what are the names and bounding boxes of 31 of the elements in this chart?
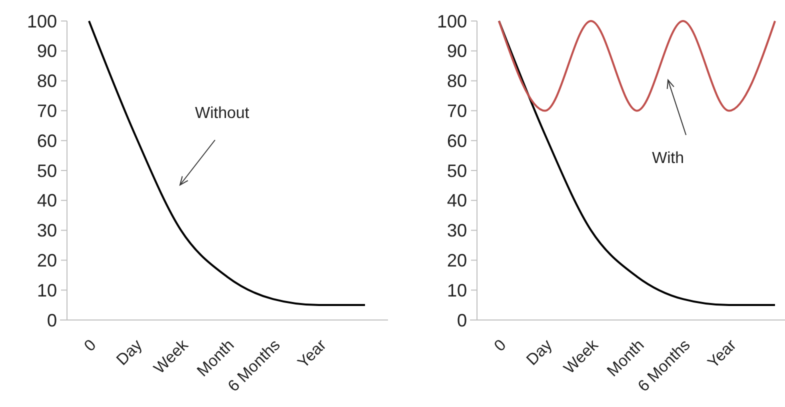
y-tick-label: 80 [36,71,57,92]
y-tick-label: 20 [36,250,57,270]
y-tick-label: 50 [446,160,467,181]
x-tick-label: Year [294,336,330,372]
x-tick-label: 0 [491,336,510,356]
annotation: With [652,150,684,167]
y-tick-label: 0 [46,310,57,330]
y-tick-label: 60 [36,130,57,151]
y-tick-label: 20 [446,250,467,270]
y-tick-label: 10 [36,280,57,300]
y-tick-label: 40 [446,190,467,211]
y-tick-label: 80 [446,71,467,92]
y-tick-label: 30 [36,220,57,241]
y-tick-label: 10 [446,280,467,300]
y-tick-label: 50 [36,160,57,181]
y-tick-label: 100 [26,11,57,32]
y-tick-label: 70 [446,101,467,121]
y-tick-label: 60 [446,130,467,151]
y-tick-label: 0 [456,310,467,330]
y-tick-label: 100 [436,11,467,32]
x-tick-label: Day [524,336,556,369]
y-tick-label: 30 [446,220,467,241]
x-tick-label: Year [704,336,740,372]
annotation: Without [195,105,250,122]
y-tick-label: 70 [36,101,57,121]
line-series [88,20,366,306]
y-tick-label: 90 [36,41,57,62]
x-tick-label: Day [114,336,146,369]
x-tick-label: 0 [81,336,100,356]
y-tick-label: 40 [36,190,57,211]
y-tick-label: 90 [446,41,467,62]
